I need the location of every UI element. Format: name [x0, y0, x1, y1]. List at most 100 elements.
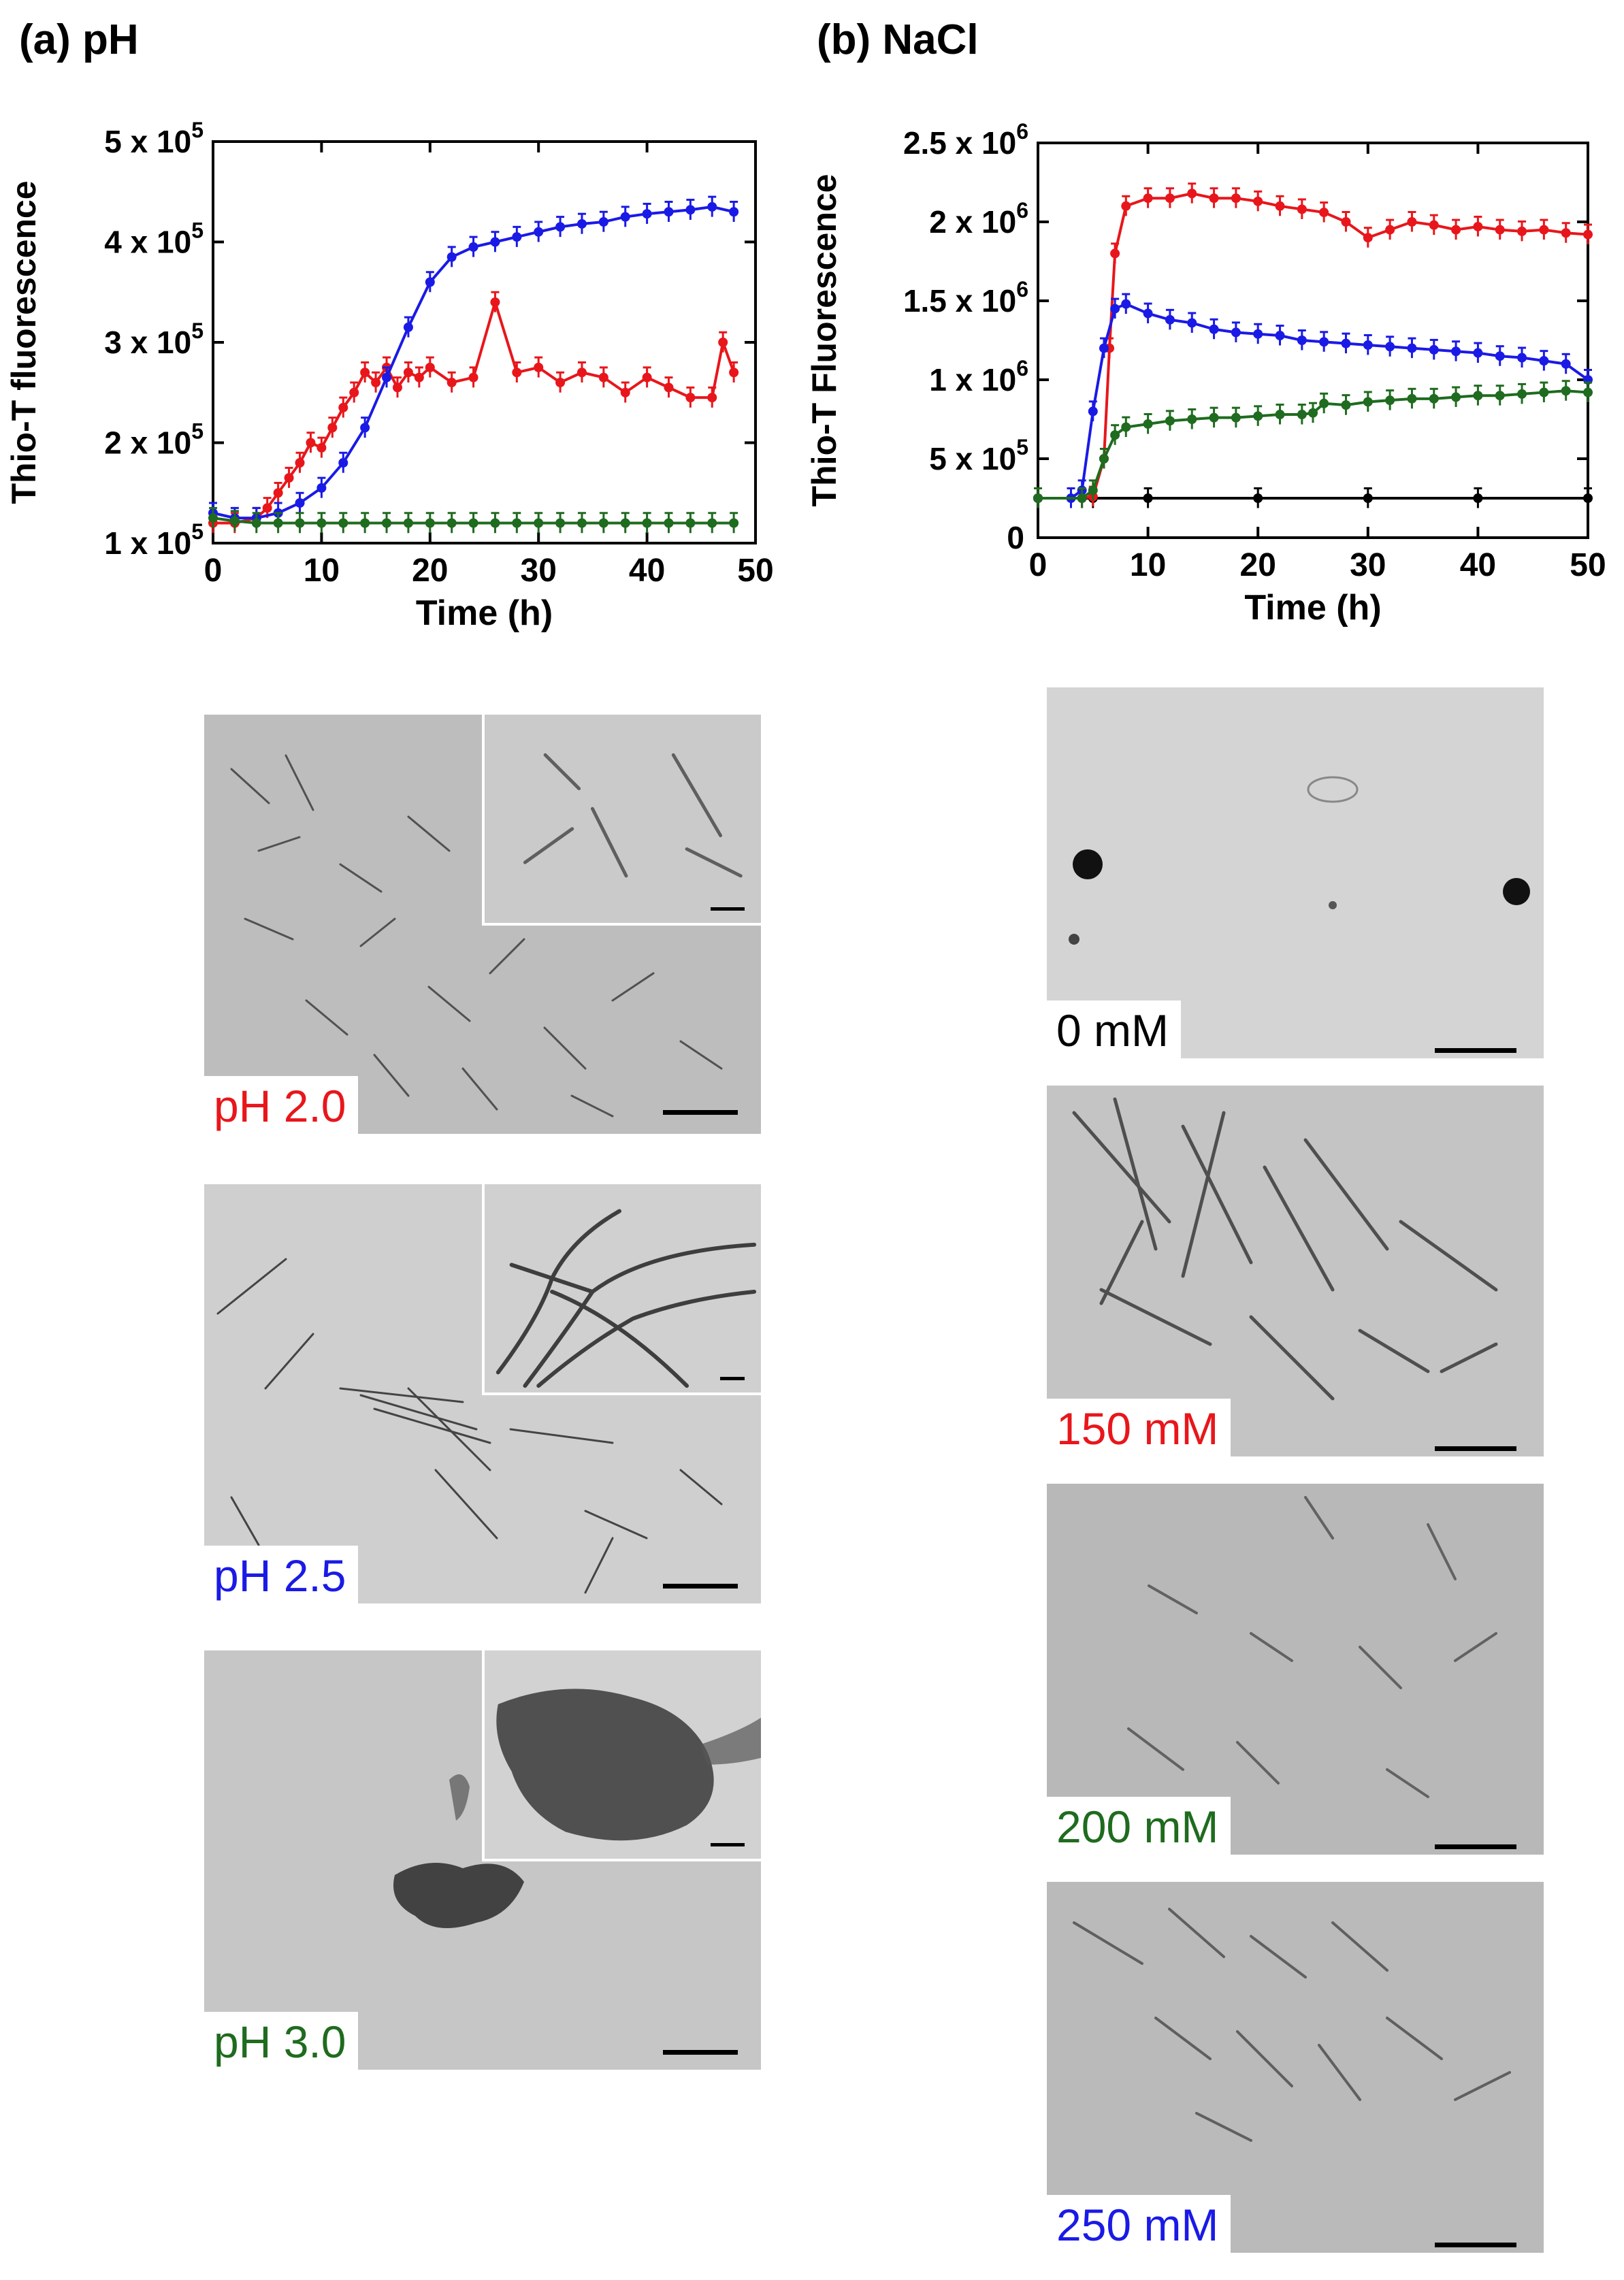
data-point: [414, 372, 424, 382]
data-point: [1407, 343, 1417, 353]
data-point: [1187, 318, 1197, 328]
data-point: [403, 518, 413, 528]
scale-bar: [1435, 1048, 1516, 1053]
data-point: [1121, 422, 1131, 432]
series-1: [1033, 182, 1593, 508]
data-point: [1517, 389, 1527, 399]
data-point: [512, 232, 522, 242]
data-point: [664, 518, 674, 528]
data-point: [729, 207, 739, 217]
data-point: [1033, 493, 1043, 503]
data-point: [371, 378, 381, 387]
micrograph-sparse-fibrils: [1047, 1484, 1544, 1855]
data-point: [295, 498, 305, 508]
x-tick-label: 50: [737, 553, 773, 589]
data-point: [425, 518, 435, 528]
series-line: [1038, 389, 1589, 500]
data-point: [306, 438, 316, 448]
data-point: [664, 207, 674, 217]
data-point: [642, 518, 652, 528]
data-point: [1253, 411, 1263, 421]
data-point: [1165, 314, 1175, 325]
data-point: [468, 372, 478, 382]
series-line: [1038, 302, 1589, 500]
data-point: [1583, 229, 1593, 240]
x-tick-label: 0: [204, 553, 223, 589]
data-point: [1341, 217, 1351, 227]
data-point: [1495, 391, 1505, 401]
data-point: [1341, 338, 1351, 348]
data-point: [1143, 493, 1153, 503]
inset-magnified: [482, 1650, 761, 1861]
data-point: [1253, 493, 1263, 503]
data-point: [273, 488, 283, 498]
y-tick-label: 1 x 106: [929, 356, 1028, 397]
data-point: [425, 277, 435, 287]
data-point: [208, 513, 218, 523]
data-point: [1517, 226, 1527, 236]
tem-image-nacl-250: 250 mM: [1047, 1882, 1544, 2253]
data-point: [1429, 220, 1439, 230]
data-point: [1297, 410, 1307, 420]
data-point: [534, 227, 544, 237]
data-point: [1110, 430, 1120, 440]
data-point: [1517, 353, 1527, 363]
panel-a-title: (a) pH: [19, 16, 139, 63]
data-point: [1385, 225, 1395, 235]
data-point: [555, 222, 566, 232]
y-tick-label: 2 x 106: [929, 198, 1028, 240]
scale-bar: [663, 1584, 738, 1589]
data-point: [1110, 248, 1120, 259]
data-point: [555, 518, 566, 528]
tem-image-nacl-200: 200 mM: [1047, 1484, 1544, 1855]
plot-frame: [1037, 142, 1589, 539]
data-point: [1473, 221, 1483, 231]
data-point: [316, 442, 327, 453]
data-point: [1209, 193, 1219, 203]
image-label-nacl-200: 200 mM: [1047, 1797, 1231, 1855]
data-point: [1231, 327, 1241, 338]
data-point: [1561, 386, 1571, 396]
data-point: [707, 201, 717, 212]
series-3: [1033, 380, 1593, 508]
data-point: [707, 518, 717, 528]
data-point: [468, 518, 478, 528]
data-point: [262, 503, 272, 513]
data-point: [1473, 391, 1483, 401]
data-point: [555, 378, 566, 387]
data-point: [295, 458, 305, 468]
data-point: [1297, 336, 1307, 345]
data-point: [1099, 454, 1109, 463]
series-line: [1038, 192, 1589, 500]
series-0: [208, 291, 739, 534]
data-point: [685, 205, 696, 215]
tem-image-nacl-150: 150 mM: [1047, 1086, 1544, 1456]
data-point: [338, 402, 348, 412]
y-axis-label: Thio-T Fluorescence: [805, 174, 843, 507]
data-point: [316, 518, 327, 528]
data-point: [425, 362, 435, 372]
scale-bar: [663, 1110, 738, 1115]
inset-micrograph: [485, 1184, 761, 1393]
data-point: [620, 387, 630, 397]
chart-ph-thioflavin: 0 10 20 30 40 50 1 x 105 2 x 105 3 x 105 4 x 105 5…: [5, 118, 774, 633]
y-tick-label: 2.5 x 106: [903, 119, 1028, 161]
data-point: [1385, 395, 1395, 406]
data-point: [1088, 406, 1098, 417]
tem-image-ph-3-0: pH 3.0: [204, 1650, 761, 2070]
inset-magnified: [482, 715, 761, 926]
x-tick-label: 10: [304, 553, 340, 589]
data-point: [664, 382, 674, 393]
data-point: [534, 362, 544, 372]
tem-image-ph-2-5: pH 2.5: [204, 1184, 761, 1603]
data-point: [1319, 337, 1329, 347]
data-point: [349, 387, 359, 397]
x-tick-label: 20: [412, 553, 448, 589]
data-point: [1275, 201, 1285, 211]
inset-micrograph: [485, 715, 761, 923]
data-point: [1077, 493, 1087, 503]
data-point: [490, 237, 500, 247]
image-label-ph-2-0: pH 2.0: [204, 1076, 359, 1134]
y-tick-label: 4 x 105: [104, 218, 204, 260]
scale-bar: [1435, 1446, 1516, 1451]
